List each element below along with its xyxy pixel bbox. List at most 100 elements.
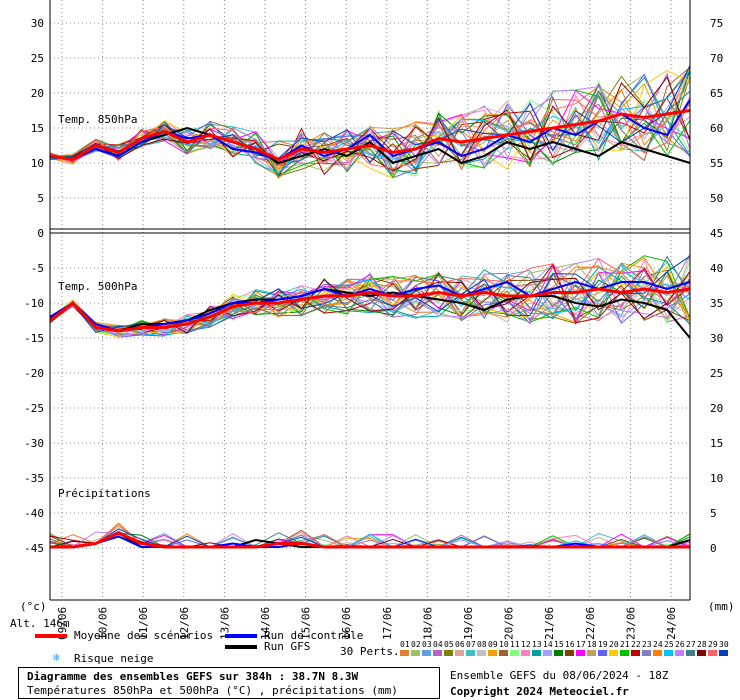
pert-color-cell (422, 650, 431, 656)
pert-number: 02 (411, 640, 421, 649)
pert-color-cell (697, 650, 706, 656)
pert-number: 24 (653, 640, 663, 649)
ensemble-member-t500 (49, 277, 691, 332)
pert-color-cell (488, 650, 497, 656)
ensemble-member-t850 (49, 98, 691, 171)
pert-number: 30 (719, 640, 729, 649)
pert-number: 01 (400, 640, 410, 649)
right-tick-label-bottom: 30 (710, 332, 723, 345)
pert-color-cell (719, 650, 728, 656)
pert-number: 18 (587, 640, 597, 649)
left-tick-label: 20 (31, 87, 44, 100)
pert-color-cell (587, 650, 596, 656)
pert-number: 29 (708, 640, 718, 649)
day-tick-label: 22/06 (584, 607, 597, 640)
t500-label: Temp. 500hPa (58, 280, 137, 293)
pert-color-cell (554, 650, 563, 656)
pert-number: 28 (697, 640, 707, 649)
ensemble-member-t850 (49, 65, 691, 164)
day-tick-label: 17/06 (381, 607, 394, 640)
left-tick-label: 0 (37, 227, 44, 240)
tick-labels: 09/06 10/06 11/06 12/06 13/06 14/06 15/06 16/06… (24, 17, 723, 640)
left-tick-label: -5 (31, 262, 44, 275)
left-tick-label: -25 (24, 402, 44, 415)
pert-number: 11 (510, 640, 520, 649)
left-tick-label: -45 (24, 542, 44, 555)
pert-number: 16 (565, 640, 575, 649)
pert-color-cell (620, 650, 629, 656)
right-tick-label-bottom: 10 (710, 472, 723, 485)
pert-number: 06 (455, 640, 465, 649)
precip-label: Précipitations (58, 487, 151, 500)
right-tick-label-top: 55 (710, 157, 723, 170)
pert-number: 09 (488, 640, 498, 649)
pert-color-cell (675, 650, 684, 656)
day-tick-label: 20/06 (503, 607, 516, 640)
pert-number: 05 (444, 640, 454, 649)
pert-color-cell (543, 650, 552, 656)
legend-perts: 30 Perts. (340, 645, 400, 658)
day-tick-label: 19/06 (462, 607, 475, 640)
pert-color-cell (521, 650, 530, 656)
left-tick-label: 25 (31, 52, 44, 65)
ensemble-member-t500 (49, 264, 691, 337)
control-swatch (225, 634, 257, 638)
pert-number: 14 (543, 640, 553, 649)
pert-number: 25 (664, 640, 674, 649)
info-box: Diagramme des ensembles GEFS sur 384h : … (18, 667, 440, 699)
pert-number: 23 (642, 640, 652, 649)
pert-color-cell (433, 650, 442, 656)
left-tick-label: 30 (31, 17, 44, 30)
right-tick-label-bottom: 40 (710, 262, 723, 275)
pert-number: 03 (422, 640, 432, 649)
pert-number: 15 (554, 640, 564, 649)
right-tick-label-bottom: 15 (710, 437, 723, 450)
right-tick-label-bottom: 25 (710, 367, 723, 380)
pert-color-cell (455, 650, 464, 656)
pert-number: 26 (675, 640, 685, 649)
day-tick-label: 21/06 (543, 607, 556, 640)
right-tick-label-bottom: 0 (710, 542, 717, 555)
legend-gfs: Run GFS (264, 640, 311, 653)
pert-color-cell (400, 650, 409, 656)
pert-color-cell (653, 650, 662, 656)
pert-color-cell (609, 650, 618, 656)
ensemble-member-t850 (49, 67, 691, 168)
pert-number: 13 (532, 640, 542, 649)
ensemble-member-t500 (49, 265, 691, 338)
altitude-label: Alt. 146m (10, 617, 70, 630)
right-tick-label-top: 70 (710, 52, 723, 65)
left-tick-label: -30 (24, 437, 44, 450)
pert-number: 21 (620, 640, 630, 649)
copyright: Copyright 2024 Meteociel.fr (450, 685, 629, 698)
ensemble-member-t850 (49, 85, 691, 171)
day-tick-label: 14/06 (259, 607, 272, 640)
snowflake-icon: ❄ (53, 651, 60, 664)
left-tick-label: -35 (24, 472, 44, 485)
pert-number: 19 (598, 640, 608, 649)
ensemble-member-t850 (49, 76, 691, 172)
pert-color-cell (477, 650, 486, 656)
left-tick-label: -15 (24, 332, 44, 345)
pert-number: 17 (576, 640, 586, 649)
pert-color-cell (642, 650, 651, 656)
ensemble-member-t500 (49, 257, 691, 330)
day-tick-label: 10/06 (97, 607, 110, 640)
right-tick-label-bottom: 20 (710, 402, 723, 415)
pert-color-cell (466, 650, 475, 656)
left-tick-label: -40 (24, 507, 44, 520)
pert-color-cell (565, 650, 574, 656)
chart-axes (49, 0, 691, 601)
right-tick-label-top: 50 (710, 192, 723, 205)
pert-color-cell (664, 650, 673, 656)
left-tick-label: 15 (31, 122, 44, 135)
left-tick-label: -20 (24, 367, 44, 380)
pert-color-cell (510, 650, 519, 656)
main-series (49, 99, 691, 549)
legend-control: Run de contrôle (264, 629, 364, 642)
info-title: Diagramme des ensembles GEFS sur 384h : … (27, 670, 359, 683)
series-t500-line (49, 287, 691, 333)
day-tick-label: 16/06 (340, 607, 353, 640)
day-tick-label: 12/06 (178, 607, 191, 640)
